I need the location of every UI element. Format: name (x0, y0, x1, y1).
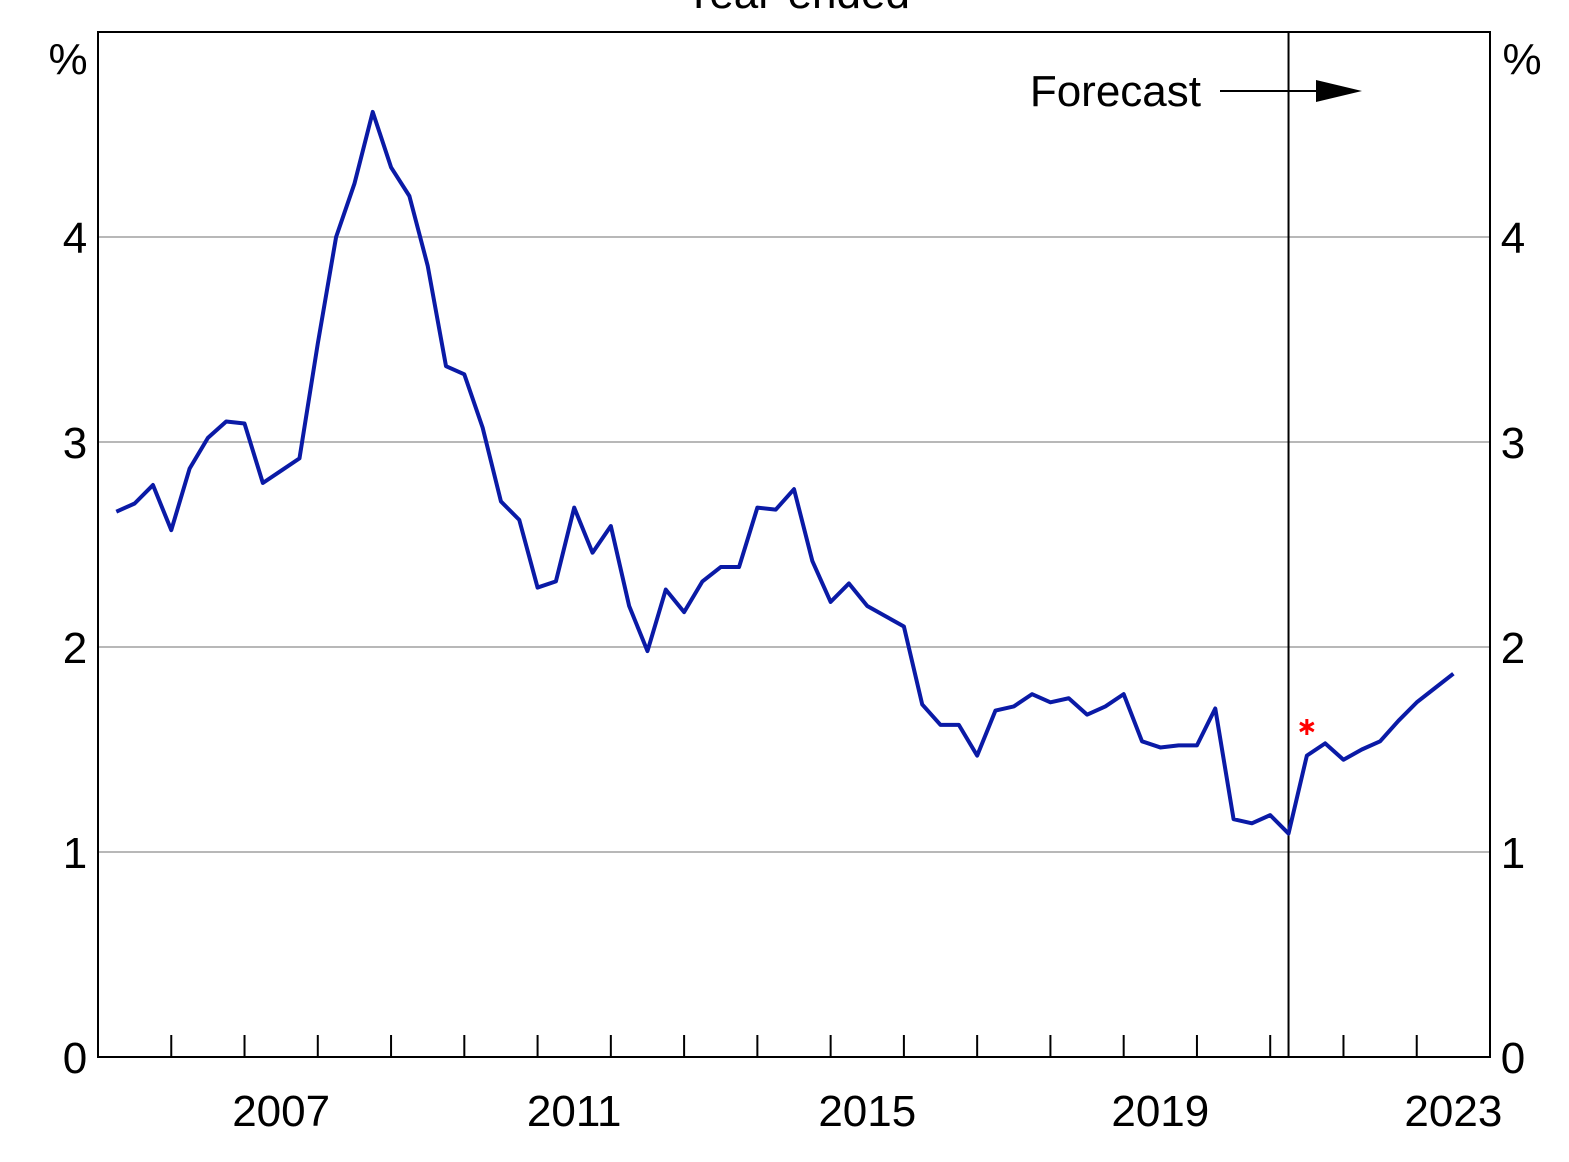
y-tick-label: 2 (63, 624, 87, 673)
x-tick-label: 2023 (1404, 1087, 1502, 1136)
y-tick-label: 4 (63, 214, 87, 263)
plot-frame (97, 31, 1491, 1058)
y-tick-label: 1 (63, 829, 87, 878)
y-tick-label: 0 (63, 1034, 87, 1083)
x-tick-label: 2007 (232, 1087, 330, 1136)
line-series (115, 109, 1455, 836)
y2-tick-label: 1 (1501, 829, 1525, 878)
x-tick-label: 2019 (1111, 1087, 1209, 1136)
marker (1299, 718, 1315, 735)
y2-tick-label: 3 (1501, 419, 1525, 468)
y-axis-label: % (48, 35, 87, 84)
y2-tick-label: 4 (1501, 214, 1525, 263)
y-tick-label: 3 (63, 419, 87, 468)
forecast-label: Forecast (1030, 67, 1201, 116)
x-tick-label: 2011 (527, 1087, 622, 1136)
x-tick-label: 2015 (818, 1087, 916, 1136)
chart-title: Year-ended (684, 0, 910, 18)
forecast-arrowhead (1316, 80, 1362, 102)
y2-tick-label: 2 (1501, 624, 1525, 673)
y2-axis-label: % (1502, 35, 1541, 84)
y2-tick-label: 0 (1501, 1034, 1525, 1083)
